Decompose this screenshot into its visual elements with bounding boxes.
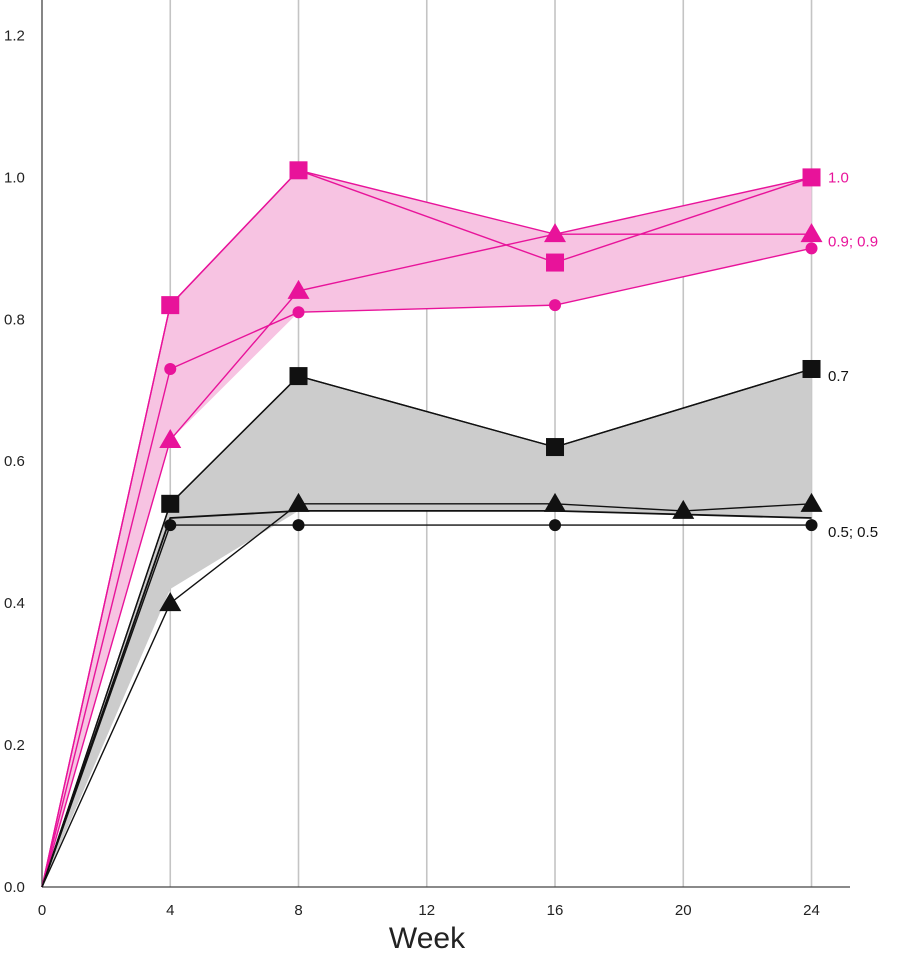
y-tick-label-0.4: 0.4 bbox=[4, 595, 25, 612]
marker-black-circle-week-24 bbox=[805, 519, 818, 532]
band-pink bbox=[42, 170, 812, 887]
y-tick-label-0.2: 0.2 bbox=[4, 737, 25, 754]
series-line-black-triangle bbox=[41, 503, 812, 888]
annotation-0-9-0-9: 0.9; 0.9 bbox=[828, 233, 878, 250]
marker-black-circle-week-8 bbox=[292, 519, 305, 532]
x-tick-label-8: 8 bbox=[294, 902, 302, 919]
marker-pink-triangle-week-24 bbox=[800, 223, 823, 243]
end-annotations: 1.0 0.9; 0.9 0.7 0.5; 0.5 bbox=[828, 169, 878, 541]
marker-pink-triangle-week-16 bbox=[544, 223, 567, 243]
annotation-0-7: 0.7 bbox=[828, 368, 849, 385]
annotation-1-0: 1.0 bbox=[828, 169, 849, 186]
marker-pink-square-week-24 bbox=[802, 168, 821, 187]
marker-black-triangle-week-4 bbox=[159, 592, 182, 612]
marker-black-triangle-week-20 bbox=[672, 499, 695, 519]
marker-black-triangle-week-8 bbox=[287, 492, 310, 512]
marker-pink-circle-week-24 bbox=[805, 242, 818, 255]
marker-pink-square-week-8 bbox=[289, 161, 308, 180]
marker-pink-circle-week-8 bbox=[292, 306, 305, 319]
marker-pink-square-week-4 bbox=[161, 296, 180, 315]
marker-black-circle-week-4 bbox=[164, 519, 177, 532]
y-tick-label-0.8: 0.8 bbox=[4, 311, 25, 328]
marker-black-square-week-16 bbox=[546, 438, 565, 457]
marker-black-circle-week-16 bbox=[549, 519, 562, 532]
marker-black-square-week-24 bbox=[802, 359, 821, 378]
axes bbox=[41, 0, 850, 888]
annotation-0-5-0-5: 0.5; 0.5 bbox=[828, 524, 878, 541]
x-tick-label-0: 0 bbox=[38, 902, 46, 919]
marker-black-square-week-8 bbox=[289, 367, 308, 386]
series-markers bbox=[159, 161, 823, 612]
marker-black-triangle-week-24 bbox=[800, 492, 823, 512]
x-tick-label-4: 4 bbox=[166, 902, 174, 919]
tick-labels: 0 4 8 12 16 20 24 0.0 0.2 0.4 0.6 0.8 1.0 1.2 bbox=[4, 27, 820, 919]
marker-pink-triangle-week-8 bbox=[287, 279, 310, 299]
y-tick-label-1.2: 1.2 bbox=[4, 27, 25, 44]
y-tick-label-1.0: 1.0 bbox=[4, 169, 25, 186]
marker-pink-circle-week-16 bbox=[549, 299, 562, 312]
marker-black-square-week-4 bbox=[161, 494, 180, 513]
marker-pink-triangle-week-4 bbox=[159, 428, 182, 448]
x-tick-label-20: 20 bbox=[675, 902, 692, 919]
band-gray bbox=[42, 368, 812, 887]
y-tick-label-0.0: 0.0 bbox=[4, 879, 25, 896]
y-tick-label-0.6: 0.6 bbox=[4, 453, 25, 470]
x-axis-title: Week bbox=[389, 922, 466, 955]
marker-black-triangle-week-16 bbox=[544, 492, 567, 512]
x-tick-label-16: 16 bbox=[547, 902, 564, 919]
x-tick-label-24: 24 bbox=[803, 902, 820, 919]
x-tick-label-12: 12 bbox=[418, 902, 435, 919]
marker-pink-circle-week-4 bbox=[164, 362, 177, 375]
marker-pink-square-week-16 bbox=[546, 253, 565, 272]
